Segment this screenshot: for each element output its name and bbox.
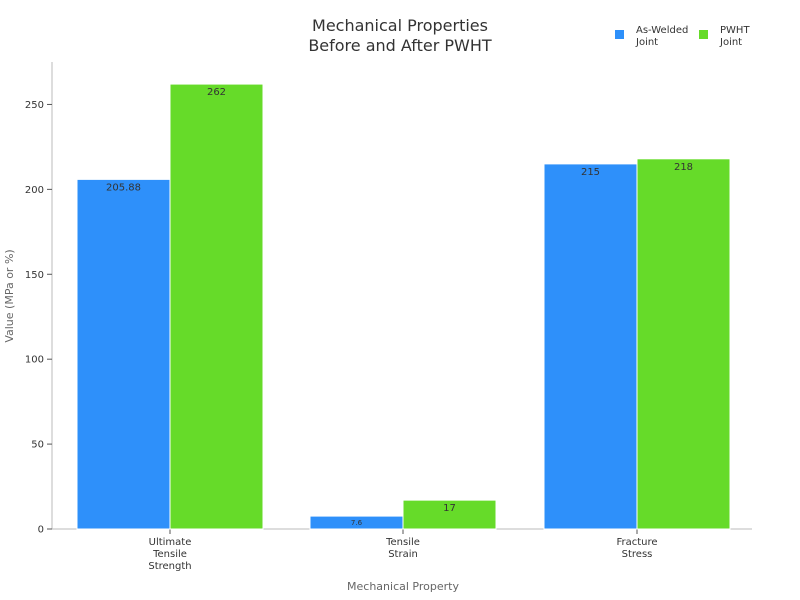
legend-entry-line: PWHT xyxy=(720,25,750,36)
legend-entry-line: Joint xyxy=(635,37,658,48)
legend-entry-line: Joint xyxy=(719,37,742,48)
legend-entry-line: As-Welded xyxy=(636,25,688,36)
chart-title-text-line: Mechanical Properties xyxy=(312,16,488,35)
legend-swatch xyxy=(615,30,624,39)
y-axis-title: Value (MPa or %) xyxy=(3,249,16,342)
x-tick-label: Fracture Stress xyxy=(616,537,657,560)
bar-value-label: 262 xyxy=(207,87,226,98)
x-tick-label-line: Stress xyxy=(622,549,653,560)
bar xyxy=(636,158,731,530)
bar-value-label: 17 xyxy=(443,503,456,514)
bar-value-label: 215 xyxy=(581,167,600,178)
x-tick-label-line: Ultimate xyxy=(149,537,192,548)
legend-entry: PWHT Joint xyxy=(719,25,750,48)
chart-bar-labels: 205.88 7.6 215 262 17 218 xyxy=(106,87,693,527)
chart-title-text: Mechanical Properties Before and After PW… xyxy=(308,16,492,55)
y-tick-label: 100 xyxy=(25,355,44,366)
x-tick-label: Tensile Strain xyxy=(385,537,420,560)
y-tick-label: 200 xyxy=(25,185,44,196)
bar-value-label: 218 xyxy=(674,162,693,173)
x-tick-label-line: Tensile xyxy=(152,549,187,560)
x-tick-label-line: Tensile xyxy=(385,537,420,548)
chart-title-text-line: Before and After PWHT xyxy=(308,36,492,55)
x-tick-label: Ultimate Tensile Strength xyxy=(148,537,191,572)
y-tick-label: 0 xyxy=(38,525,44,536)
chart-bars xyxy=(76,83,731,530)
x-tick-label-line: Fracture xyxy=(616,537,657,548)
y-tick-label: 50 xyxy=(31,440,44,451)
bar xyxy=(402,499,497,530)
bar-value-label: 7.6 xyxy=(351,519,363,527)
legend-entry: As-Welded Joint xyxy=(635,25,688,48)
x-tick-label-line: Strain xyxy=(388,549,418,560)
x-axis-title: Mechanical Property xyxy=(347,580,459,593)
x-tick-label-line: Strength xyxy=(148,561,191,572)
bar xyxy=(169,83,264,530)
y-tick-label: 250 xyxy=(25,100,44,111)
legend-swatch xyxy=(699,30,708,39)
bar xyxy=(543,163,638,530)
bar-value-label: 205.88 xyxy=(106,182,141,193)
chart-title: Mechanical Properties Before and After PW… xyxy=(308,16,492,55)
bar xyxy=(76,178,171,530)
y-tick-label: 150 xyxy=(25,270,44,281)
